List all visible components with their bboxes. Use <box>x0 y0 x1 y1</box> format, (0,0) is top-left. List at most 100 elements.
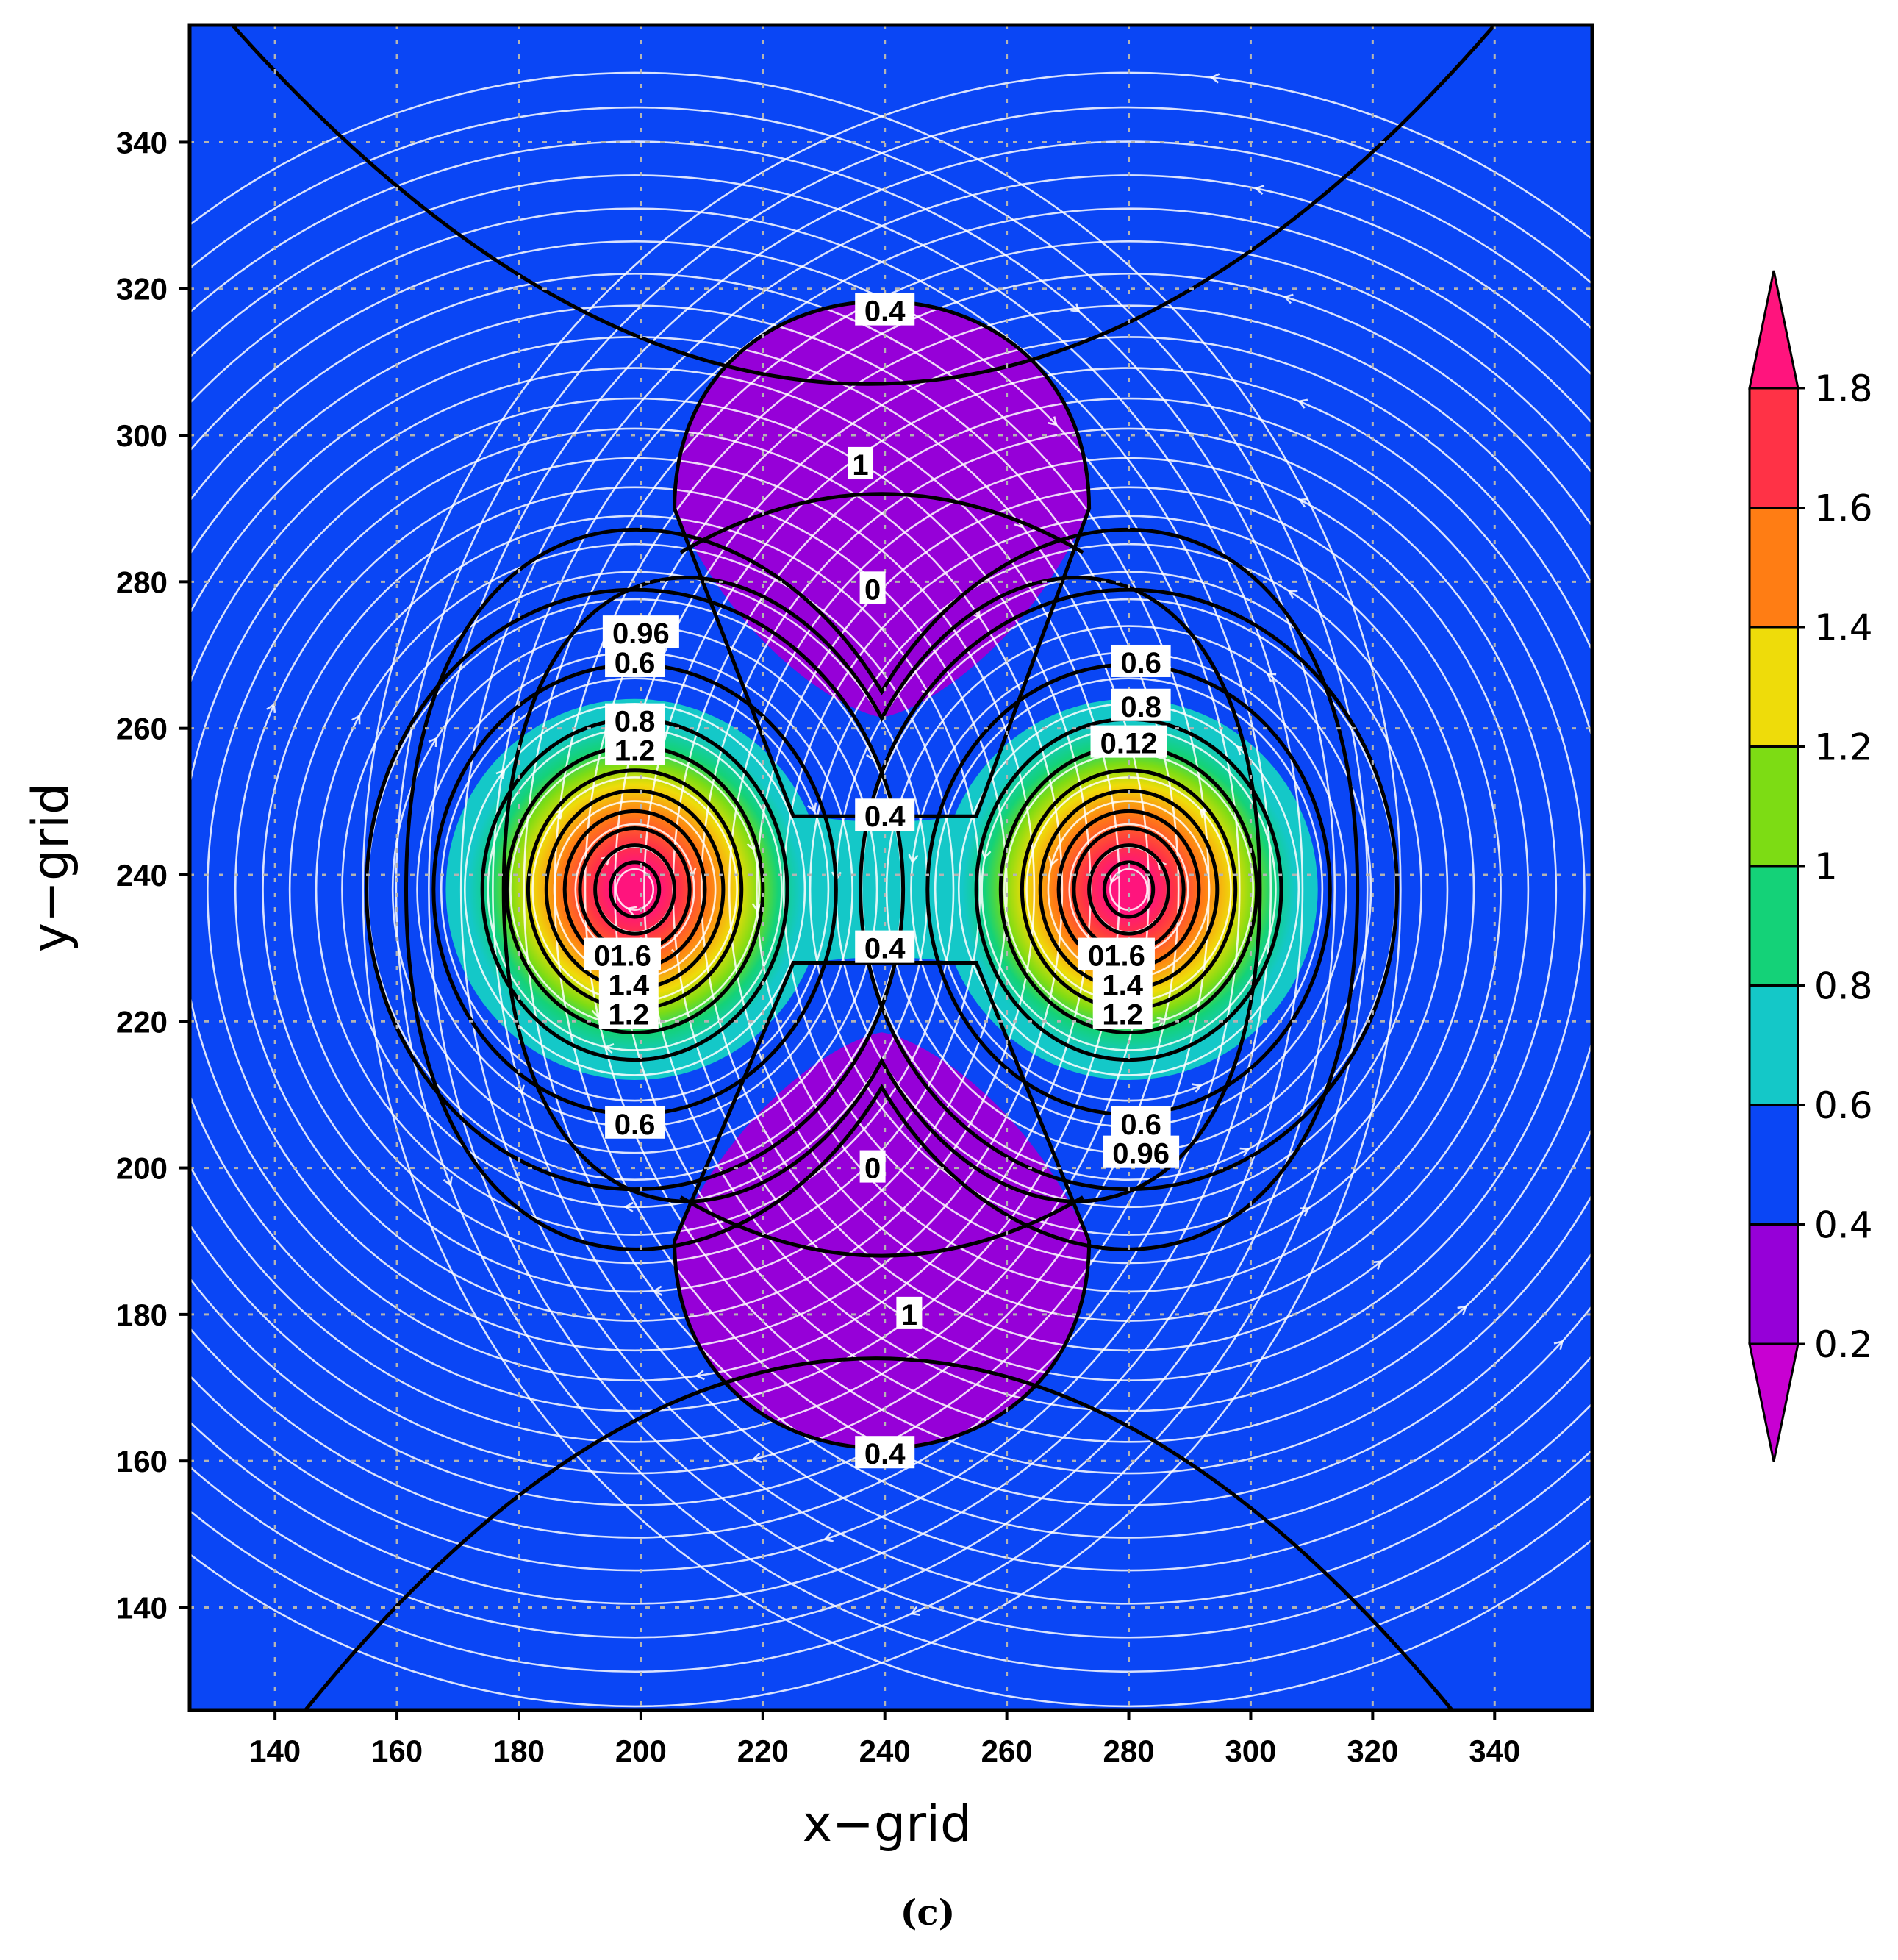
colorbar-label: 1.2 <box>1814 726 1873 769</box>
contour-label-box <box>605 732 665 765</box>
contour-label: 0.4 <box>864 296 906 328</box>
streamline-arrow <box>1553 1340 1564 1351</box>
contour-label: 0.12 <box>1100 728 1158 760</box>
contour-label: 1 <box>852 449 868 482</box>
panel-label: (c) <box>900 1892 956 1934</box>
colorbar-label: 0.8 <box>1814 965 1873 1008</box>
streamline-arrow <box>1661 1365 1669 1373</box>
streamline-arrow <box>981 849 992 860</box>
contour-ring-0-1 <box>593 843 677 936</box>
streamline-arrow <box>909 1606 920 1616</box>
colorbar-segment <box>1748 1223 1799 1345</box>
streamline-arrow <box>1254 185 1265 196</box>
contour-label-box <box>605 1106 665 1139</box>
separatrix-top <box>231 25 1497 386</box>
contour-label: 1.2 <box>1102 998 1143 1031</box>
streamline-0-93 <box>190 71 1402 1707</box>
streamline-arrow <box>1283 293 1294 304</box>
streamline-0-51 <box>262 486 1008 1293</box>
y-tick-label: 280 <box>116 565 168 599</box>
y-tick-label: 340 <box>116 125 168 160</box>
contour-label-box <box>1092 967 1153 1000</box>
contour-label: 1.2 <box>615 735 656 768</box>
streamline-arrow <box>1300 1207 1311 1217</box>
colorbar-segment <box>1748 1104 1799 1226</box>
x-axis-title: x−grid <box>803 1795 972 1853</box>
y-axis-title: y−grid <box>22 783 80 952</box>
contour-label-box <box>1090 725 1167 758</box>
streamline-arrow <box>1298 498 1309 508</box>
streamline-arrow <box>1199 808 1209 818</box>
y-tick-label: 240 <box>116 858 168 893</box>
contour-label-box <box>855 798 915 831</box>
separatrix-bottom <box>304 1356 1454 1710</box>
x-tick-label: 260 <box>981 1734 1033 1768</box>
colorbar-label: 0.2 <box>1814 1323 1873 1366</box>
x-tick-label: 340 <box>1469 1734 1520 1768</box>
streamline-0-3 <box>615 868 655 911</box>
x-tick-label: 280 <box>1103 1734 1154 1768</box>
streamline-arrow <box>1070 303 1081 313</box>
colorbar: 0.2 0.4 0.6 0.8 1 1.2 1.4 1.6 1.8 <box>1748 270 1873 1462</box>
x-tick-label: 220 <box>737 1734 789 1768</box>
colorbar-segment <box>1748 745 1799 868</box>
minimum-inner-contour-1 <box>679 1195 1084 1258</box>
streamline-arrow <box>1239 1147 1250 1157</box>
contour-label: 01.6 <box>594 940 651 973</box>
contour-label-box <box>855 1436 915 1469</box>
contour-label: 0.96 <box>1112 1138 1170 1170</box>
y-tick-label: 220 <box>116 1004 168 1039</box>
y-tick-label: 140 <box>116 1590 168 1625</box>
contour-label: 0.4 <box>864 933 906 965</box>
contour-label: 0.6 <box>1120 647 1161 679</box>
streamline-0-29 <box>440 677 830 1102</box>
contour-label: 0.8 <box>1120 691 1161 723</box>
streamline-arrow <box>751 902 762 913</box>
streamline-arrow <box>1109 873 1120 884</box>
contour-label-box <box>859 1150 886 1183</box>
streamline-0-80 <box>190 207 1272 1572</box>
contour-label: 0 <box>864 1153 881 1185</box>
contour-label-box <box>1103 1135 1180 1168</box>
x-tick-label: 320 <box>1347 1734 1398 1768</box>
contour-label-box <box>1078 937 1155 970</box>
streamline-1-86 <box>428 140 1592 1639</box>
streamline-arrow <box>1266 672 1277 682</box>
contour-label-box <box>855 930 915 963</box>
streamline-0-83 <box>190 174 1303 1605</box>
colorbar-high-arrow <box>1748 270 1799 390</box>
minimum-inner-contour-0 <box>679 492 1084 554</box>
streamline-arrow <box>1297 398 1308 409</box>
colorbar-low-arrow <box>1748 1342 1799 1462</box>
contour-ring-1-1 <box>1087 843 1170 936</box>
colorbar-segment <box>1748 626 1799 748</box>
y-tick-label: 160 <box>116 1444 168 1478</box>
streamline-0-54 <box>234 457 1036 1322</box>
streamline-arrow <box>623 1201 634 1213</box>
x-tick-label: 180 <box>493 1734 545 1768</box>
streamline-arrow <box>351 714 361 725</box>
x-tick-label: 140 <box>249 1734 301 1768</box>
outer-contour-0 <box>501 576 1262 1203</box>
contour-label-box <box>1111 644 1171 677</box>
contour-label-box <box>598 996 659 1029</box>
contour-label: 0.4 <box>864 1438 906 1470</box>
x-tick-label: 200 <box>615 1734 667 1768</box>
streamline-arrow <box>1209 73 1220 84</box>
colorbar-label: 1.6 <box>1814 487 1873 530</box>
streamline-arrow <box>174 706 182 714</box>
y-tick-label: 320 <box>116 272 168 307</box>
contour-label-box <box>896 1296 923 1329</box>
streamline-0-57 <box>206 427 1064 1352</box>
streamline-arrow <box>515 1084 525 1095</box>
streamline-arrow <box>908 854 919 865</box>
x-tick-label: 160 <box>371 1734 423 1768</box>
contour-ring-0-9 <box>365 587 906 1192</box>
x-tick-label: 300 <box>1225 1734 1276 1768</box>
contour-ring-1-0 <box>1102 860 1156 919</box>
x-tick-label: 240 <box>859 1734 911 1768</box>
contour-label: 1.4 <box>1102 969 1143 1001</box>
streamline-arrow <box>626 906 637 916</box>
streamline-arrow <box>751 1452 762 1463</box>
